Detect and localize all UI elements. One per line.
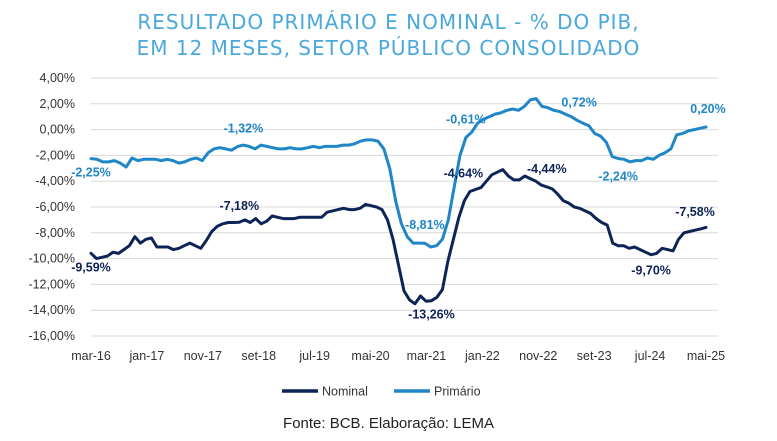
x-tick-label: set-23 [577,349,612,363]
source-note: Fonte: BCB. Elaboração: LEMA [283,415,494,432]
y-tick-label: -12,00% [28,277,75,291]
y-tick-label: 2,00% [40,97,75,111]
x-tick-label: nov-22 [519,349,557,363]
data-label: -7,18% [219,199,259,213]
y-tick-label: -14,00% [28,303,75,317]
x-tick-label: jan-22 [464,349,500,363]
y-tick-label: 0,00% [40,123,75,137]
data-label: -4,44% [527,162,567,176]
y-tick-label: -6,00% [35,200,75,214]
data-label: -8,81% [405,218,445,232]
chart-title-line-2: EM 12 MESES, SETOR PÚBLICO CONSOLIDADO [136,36,641,60]
data-label: -4,64% [444,166,484,180]
x-tick-label: mar-21 [407,349,447,363]
y-tick-label: -10,00% [28,252,75,266]
x-tick-label: jul-19 [298,349,330,363]
data-label: -2,24% [598,169,638,183]
legend-label-primario: Primário [434,385,481,399]
data-label: -9,59% [71,260,111,274]
series-line-primario [89,97,708,249]
data-label: 0,72% [561,95,596,109]
data-label: -2,25% [71,166,111,180]
y-tick-label: -16,00% [28,329,75,343]
y-tick-label: -8,00% [35,226,75,240]
data-label: -9,70% [631,264,671,278]
legend-label-nominal: Nominal [322,385,368,399]
x-tick-label: mar-16 [71,349,111,363]
y-tick-label: -4,00% [35,174,75,188]
x-tick-label: mai-25 [687,349,725,363]
x-tick-label: nov-17 [184,349,222,363]
series-line-nominal [89,168,708,306]
data-label: 0,20% [690,102,725,116]
x-tick-label: set-18 [241,349,276,363]
data-label: -7,58% [675,205,715,219]
y-tick-label: -2,00% [35,148,75,162]
x-tick-label: jan-17 [129,349,165,363]
y-tick-label: 4,00% [40,71,75,85]
data-label: -13,26% [408,308,455,322]
x-tick-label: jul-24 [634,349,666,363]
data-label: -1,32% [224,122,264,136]
data-label: -0,61% [446,112,486,126]
chart-title-line-1: RESULTADO PRIMÁRIO E NOMINAL - % DO PIB, [137,10,640,34]
x-tick-label: mai-20 [351,349,389,363]
